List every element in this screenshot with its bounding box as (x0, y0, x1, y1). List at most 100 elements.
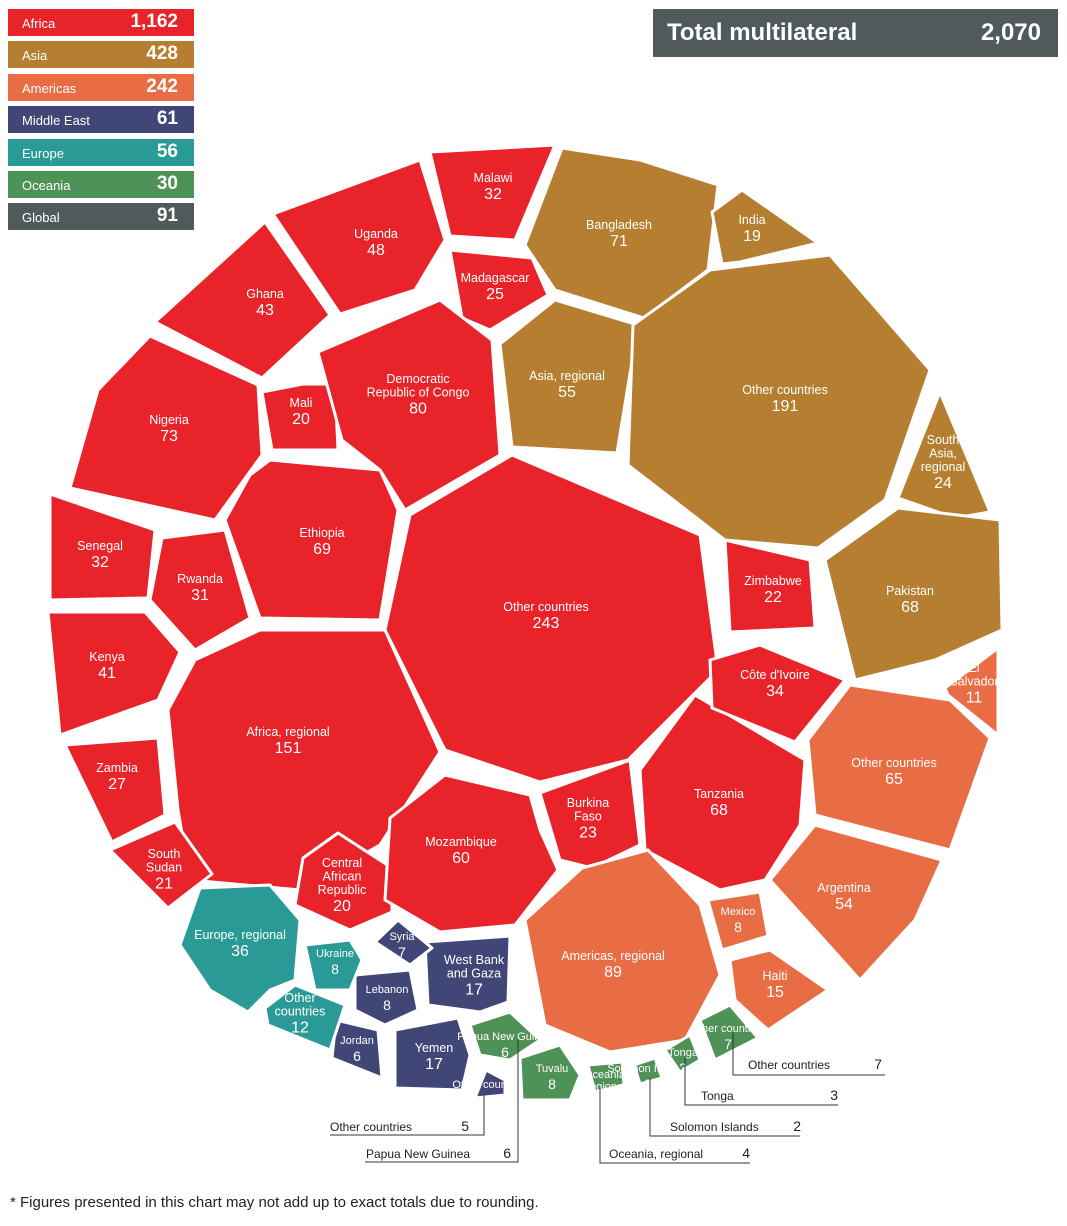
cell-value-asia-asia-regional: 55 (558, 384, 576, 401)
legend-label: Americas (22, 80, 77, 96)
cell-label-americas-el-salvador: El Salvador (949, 661, 998, 689)
cell-label-americas-haiti: Haiti (762, 969, 787, 983)
cell-value-asia-india: 19 (743, 228, 761, 245)
footnote: * Figures presented in this chart may no… (10, 1194, 539, 1211)
cell-value-oceania-solomon-islands: 2 (644, 1076, 652, 1092)
cell-value-americas-americas-regional: 89 (604, 964, 622, 981)
cell-americas-other-countries (806, 683, 992, 852)
cell-label-oceania-tuvalu: Tuvalu (536, 1063, 569, 1075)
cell-label-americas-mexico: Mexico (721, 906, 756, 918)
cell-americas-mexico (706, 890, 770, 952)
cell-asia-other-countries (626, 253, 932, 550)
legend-item-africa: Africa 1,162 (8, 9, 194, 36)
cell-label-africa-africa-regional: Africa, regional (246, 725, 329, 739)
cell-africa-central-african-republic (293, 831, 394, 932)
cell-label-africa-south-sudan: South Sudan (146, 847, 182, 875)
legend-value: 91 (156, 205, 178, 227)
cell-value-africa-senegal: 32 (91, 554, 109, 571)
cell-value-americas-argentina: 54 (835, 896, 853, 913)
cell-label-asia-bangladesh: Bangladesh (586, 218, 652, 232)
cell-label-middle-east-jordan: Jordan (340, 1035, 374, 1047)
cell-value-africa-tanzania: 68 (710, 802, 728, 819)
cell-value-africa-democratic-republic-of-congo: 80 (409, 401, 427, 418)
cell-europe-ukraine (303, 938, 364, 992)
cell-label-americas-argentina: Argentina (817, 881, 871, 895)
cell-oceania-oceania-regional (586, 1060, 626, 1094)
cell-value-middle-east-yemen: 17 (425, 1056, 443, 1073)
cell-label-asia-other-countries: Other countries (742, 383, 827, 397)
cell-value-africa-africa-regional: 151 (275, 740, 302, 757)
cell-oceania-solomon-islands (632, 1056, 664, 1086)
cell-oceania-tonga (663, 1033, 702, 1074)
cell-value-oceania-oceania-regional: 4 (602, 1094, 610, 1110)
cell-value-americas-haiti: 15 (766, 984, 784, 1001)
cell-value-middle-east-lebanon: 8 (383, 997, 391, 1013)
cell-oceania-tuvalu (518, 1043, 582, 1102)
cell-value-africa-burkina-faso: 23 (579, 825, 597, 842)
cell-asia-asia-regional (498, 298, 640, 455)
cell-label-africa-senegal: Senegal (77, 539, 123, 553)
cell-middle-east-syria (373, 918, 434, 967)
cell-label-middle-east-west-bank-and-gaza: West Bank and Gaza (444, 953, 505, 981)
legend-item-middle-east: Middle East 61 (8, 106, 194, 134)
callout-value-oceania-papua-new-guinea: 6 (503, 1145, 511, 1161)
cell-value-oceania-papua-new-guinea: 6 (501, 1044, 509, 1060)
cell-oceania-other-countries (698, 1003, 760, 1062)
cell-africa-zambia (63, 736, 167, 844)
cell-africa-madagascar (448, 248, 550, 332)
callout-label-oceania-oceania-regional: Oceania, regional (609, 1147, 703, 1161)
cell-value-africa-ethiopia: 69 (313, 541, 331, 558)
cell-value-asia-other-countries: 191 (772, 398, 799, 415)
cell-value-middle-east-jordan: 6 (353, 1048, 361, 1064)
cell-label-oceania-oceania-regional: Oceania, regional (584, 1069, 628, 1093)
cell-label-middle-east-syria: Syria (389, 931, 415, 943)
cell-label-oceania-tonga: Tonga (668, 1047, 699, 1059)
cell-label-africa-tanzania: Tanzania (694, 787, 744, 801)
cell-europe-other-countries (263, 983, 347, 1052)
callout-value-oceania-other-countries: 7 (874, 1056, 882, 1072)
cell-label-africa-rwanda: Rwanda (177, 572, 223, 586)
cell-label-africa-zimbabwe: Zimbabwe (744, 574, 802, 588)
cell-label-africa-nigeria: Nigeria (149, 413, 189, 427)
cell-label-africa-zambia: Zambia (96, 761, 138, 775)
cell-label-americas-other-countries: Other countries (851, 756, 936, 770)
cell-label-africa-c-te-d-ivoire: Côte d'Ivoire (740, 668, 810, 682)
legend-item-asia: Asia 428 (8, 41, 194, 69)
cell-middle-east-west-bank-and-gaza (423, 934, 512, 1014)
cell-label-africa-other-countries: Other countries (503, 600, 588, 614)
cell-value-africa-mozambique: 60 (452, 850, 470, 867)
cell-africa-malawi (428, 143, 557, 242)
cell-label-africa-kenya: Kenya (89, 650, 124, 664)
cell-value-americas-el-salvador: 11 (966, 690, 983, 707)
legend-label: Middle East (22, 113, 90, 129)
cell-value-africa-malawi: 32 (484, 186, 502, 203)
cell-value-oceania-tonga: 3 (679, 1060, 687, 1076)
callout-value-middle-east-other-countries: 5 (461, 1118, 469, 1134)
cell-value-asia-south-asia-regional: 24 (934, 475, 952, 492)
cell-africa-senegal (48, 492, 157, 602)
cell-label-europe-other-countries: Other countries (275, 991, 326, 1019)
cell-value-middle-east-west-bank-and-gaza: 17 (465, 982, 483, 999)
cell-value-africa-south-sudan: 21 (155, 876, 173, 893)
cell-value-europe-ukraine: 8 (331, 961, 339, 977)
cell-value-middle-east-syria: 7 (398, 944, 406, 960)
legend-value: 428 (146, 43, 178, 65)
cell-label-asia-india: India (738, 213, 765, 227)
cell-value-asia-pakistan: 68 (901, 599, 919, 616)
legend-item-europe: Europe 56 (8, 138, 194, 166)
cell-label-oceania-papua-new-guinea: Papua New Guinea (457, 1031, 553, 1043)
cell-value-oceania-tuvalu: 8 (548, 1076, 556, 1092)
cell-label-middle-east-yemen: Yemen (415, 1041, 454, 1055)
legend-item-global: Global 91 (8, 203, 194, 231)
cell-africa-mozambique (383, 773, 560, 934)
cell-label-oceania-solomon-islands: Solomon Islands (607, 1063, 689, 1075)
cell-label-europe-europe-regional: Europe, regional (194, 928, 286, 942)
cell-label-middle-east-lebanon: Lebanon (366, 984, 409, 996)
legend-item-americas: Americas 242 (8, 73, 194, 101)
callout-label-oceania-other-countries: Other countries (748, 1058, 830, 1072)
legend-value: 1,162 (130, 11, 178, 32)
cell-label-asia-pakistan: Pakistan (886, 584, 934, 598)
callout-line-oceania-other-countries (732, 1032, 885, 1076)
callout-value-oceania-solomon-islands: 2 (793, 1118, 801, 1134)
total-value: 2,070 (980, 19, 1041, 46)
